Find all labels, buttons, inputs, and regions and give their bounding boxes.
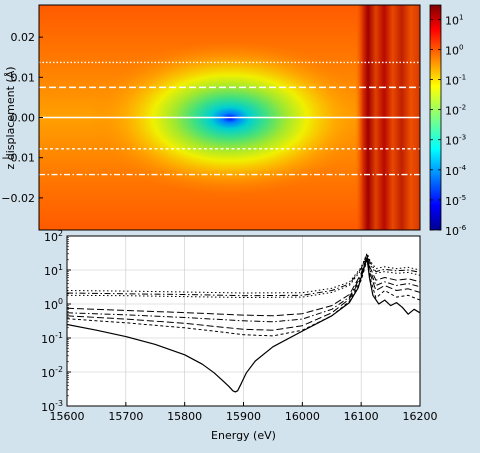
- heatmap-y-tick-label: −0.01: [1, 152, 35, 165]
- y-tick-label: 102: [44, 229, 63, 244]
- colorbar-tick-label: 10-1: [445, 73, 466, 88]
- colorbar-tick-label: 10-3: [445, 133, 466, 148]
- colorbar-tick-label: 10-5: [445, 193, 466, 208]
- series-line: [67, 254, 420, 298]
- series-line: [67, 257, 420, 393]
- heatmap-y-tick-label: 0.01: [11, 71, 36, 84]
- y-tick-label: 10-3: [41, 399, 63, 414]
- series-line: [67, 252, 420, 294]
- colorbar-scale: [429, 4, 442, 231]
- x-tick-label: 16200: [403, 410, 438, 423]
- y-tick-label: 100: [44, 297, 63, 312]
- series-group: [67, 252, 420, 393]
- colorbar-tick-label: 100: [445, 42, 464, 57]
- y-tick-label: 10-2: [41, 365, 63, 380]
- colorbar: 101 100 10-1 10-2 10-3 10-4 10-5 10-6: [429, 4, 467, 238]
- series-line: [67, 259, 420, 337]
- series-line: [67, 256, 420, 323]
- colorbar-ticks: 101 100 10-1 10-2 10-3 10-4 10-5 10-6: [430, 12, 467, 238]
- colorbar-tick-label: 10-4: [445, 163, 467, 178]
- x-tick-label: 15600: [50, 410, 85, 423]
- heatmap-y-tick-label: −0.02: [1, 192, 35, 205]
- heatmap-y-ticks: 0.02 0.01 0.00 −0.01 −0.02: [1, 31, 43, 205]
- y-ticks: 102 101 100 10-1 10-2 10-3: [41, 229, 71, 414]
- x-axis-label: Energy (eV): [211, 429, 276, 442]
- x-tick-label: 16100: [344, 410, 379, 423]
- x-tick-label: 16000: [285, 410, 320, 423]
- heatmap-panel: 0.02 0.01 0.00 −0.01 −0.02 z displacement (Å…: [1, 4, 421, 231]
- x-tick-label: 15700: [108, 410, 143, 423]
- y-tick-label: 10-1: [41, 331, 63, 346]
- series-line: [67, 255, 420, 317]
- colorbar-tick-label: 10-6: [445, 223, 467, 238]
- slice-lines: [39, 61, 420, 176]
- x-tick-label: 15900: [226, 410, 261, 423]
- heatmap-y-tick-label: 0.02: [11, 31, 36, 44]
- heatmap-y-tick-label: 0.00: [11, 112, 36, 125]
- series-line: [67, 257, 420, 331]
- colorbar-tick-label: 10-2: [445, 103, 466, 118]
- x-ticks: 15600 15700 15800 15900 16000 16100 16200: [50, 402, 438, 423]
- heatmap-y-axis-label: z displacement (Å): [4, 66, 17, 169]
- y-tick-label: 101: [44, 263, 63, 278]
- colorbar-tick-label: 101: [445, 12, 464, 27]
- x-tick-label: 15800: [167, 410, 202, 423]
- line-panel: 15600 15700 15800 15900 16000 16100 16200 1021…: [41, 229, 437, 442]
- series-line: [67, 253, 420, 297]
